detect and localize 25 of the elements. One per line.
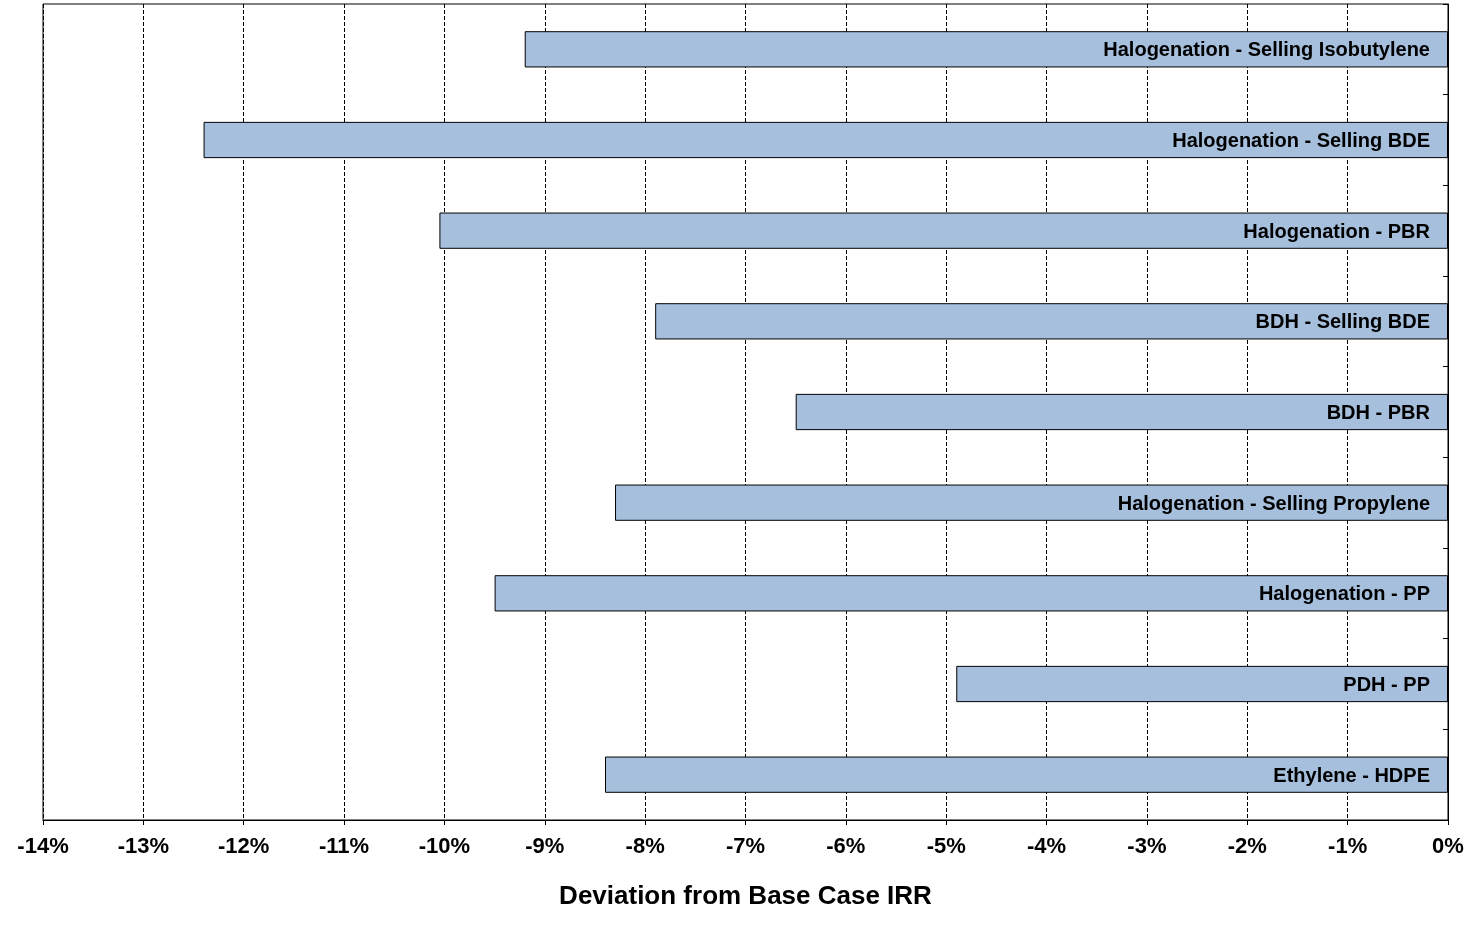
x-tick-label: -3% — [1127, 832, 1167, 858]
x-tick-label: -11% — [318, 832, 370, 858]
y-tick-label: PDH - PP — [1343, 673, 1430, 695]
y-tick-label: Halogenation - PBR — [1243, 219, 1431, 242]
y-tick-label: Halogenation - Selling BDE — [1172, 129, 1430, 151]
x-tick-label: -14% — [17, 832, 69, 858]
x-tick-label: -7% — [725, 832, 766, 858]
x-tick-label: -9% — [525, 832, 565, 858]
x-tick-label: -10% — [418, 832, 471, 858]
x-tick-label: -12% — [218, 832, 270, 858]
x-tick-label: -13% — [117, 832, 170, 858]
y-tick-label: Ethylene - HDPE — [1273, 763, 1430, 786]
x-tick-label: -6% — [826, 832, 866, 858]
x-tick-label: -5% — [926, 832, 966, 858]
x-tick-label: -2% — [1227, 832, 1267, 858]
x-tick-label: -1% — [1328, 832, 1368, 858]
x-tick-label: -4% — [1027, 832, 1067, 858]
y-tick-label: BDH - PBR — [1326, 401, 1431, 423]
x-tick-label: -8% — [625, 832, 665, 858]
y-tick-label: BDH - Selling BDE — [1255, 310, 1430, 333]
y-tick-label: Halogenation - Selling Propylene — [1117, 491, 1430, 514]
x-tick-label: 0% — [1432, 832, 1464, 858]
x-axis-title: Deviation from Base Case IRR — [559, 880, 933, 910]
y-tick-label: Halogenation - Selling Isobutylene — [1103, 38, 1430, 61]
y-tick-label: Halogenation - PP — [1258, 582, 1430, 605]
